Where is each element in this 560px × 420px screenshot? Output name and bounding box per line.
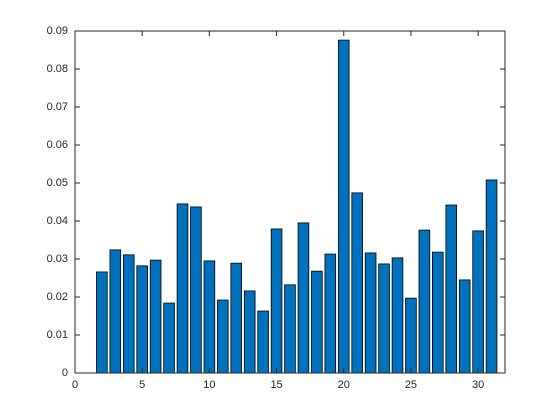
y-tick-label: 0.04 [47, 215, 68, 227]
bar [485, 179, 498, 374]
bar [418, 229, 431, 374]
y-tick-label: 0 [62, 367, 68, 379]
bar [405, 297, 417, 374]
y-tick-label: 0.03 [47, 253, 68, 265]
bar [391, 257, 404, 374]
bar [163, 302, 175, 374]
bar [284, 284, 296, 374]
bar [432, 251, 444, 374]
x-tick-label: 20 [338, 379, 350, 391]
bar [378, 263, 390, 374]
y-tick-label: 0.06 [47, 139, 68, 151]
bar [122, 254, 135, 374]
x-tick-label: 15 [270, 379, 282, 391]
bar [96, 271, 108, 374]
x-tick-label: 5 [139, 379, 145, 391]
bar [203, 260, 216, 374]
x-tick-label: 10 [203, 379, 215, 391]
y-tick-label: 0.05 [47, 177, 68, 189]
bar [243, 290, 256, 374]
bar [311, 270, 323, 374]
bar [297, 222, 310, 374]
bar [472, 230, 484, 374]
bar [230, 262, 243, 374]
bar [270, 228, 283, 374]
bar [324, 253, 337, 374]
bar [337, 39, 350, 374]
bar [364, 252, 377, 374]
y-tick-label: 0.09 [47, 25, 68, 37]
axes-box [74, 30, 506, 374]
bar [176, 203, 189, 374]
bar [351, 192, 363, 374]
x-tick-label: 30 [472, 379, 484, 391]
y-tick-label: 0.01 [47, 329, 68, 341]
x-tick-label: 0 [72, 379, 78, 391]
x-tick-label: 25 [405, 379, 417, 391]
bar [149, 259, 162, 374]
bar [190, 206, 202, 374]
y-tick-label: 0.07 [47, 101, 68, 113]
y-tick-label: 0.08 [47, 63, 68, 75]
bar [136, 265, 148, 374]
bar [458, 279, 471, 374]
bar [109, 249, 122, 374]
bar [217, 299, 229, 374]
bar [257, 310, 269, 374]
y-tick-label: 0.02 [47, 291, 68, 303]
bar [445, 204, 458, 374]
